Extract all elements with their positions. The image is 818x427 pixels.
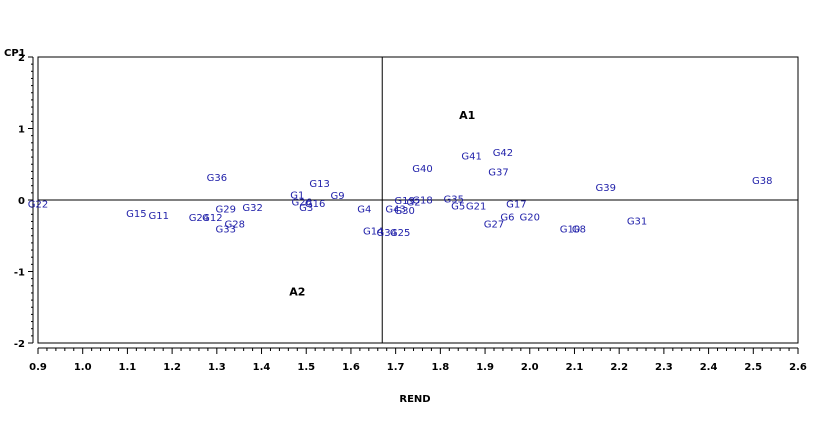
point-label-g37: G37: [488, 167, 508, 178]
point-label-g20: G20: [520, 212, 540, 223]
point-label-g18: G18: [412, 195, 432, 206]
y-tick-label: 1: [18, 125, 25, 136]
point-label-g43: G43: [385, 205, 405, 216]
point-label-g41: G41: [461, 152, 481, 163]
x-tick-label: 2.2: [610, 362, 628, 373]
x-tick-label: 2.6: [789, 362, 807, 373]
y-axis-title: CP1: [4, 48, 26, 59]
point-label-g33: G33: [216, 225, 236, 236]
point-label-g17: G17: [506, 200, 526, 211]
point-label-g31: G31: [627, 217, 647, 228]
x-tick-label: 1.3: [208, 362, 226, 373]
point-label-g16: G16: [305, 199, 325, 210]
x-axis: 0.9 1.0 1.1 1.2 1.3 1.4 1.5 1.6 1.7 1.8 1.9 2.0 2.1 2…: [29, 347, 807, 373]
x-tick-label: 2.5: [744, 362, 762, 373]
x-tick-label: 1.1: [119, 362, 137, 373]
point-label-g13: G13: [309, 179, 329, 190]
point-label-g1: G1: [290, 190, 304, 201]
point-label-g40: G40: [412, 164, 432, 175]
y-axis: 2 1 0 -1 -2: [14, 53, 34, 350]
point-label-g11: G11: [148, 211, 168, 222]
x-tick-label: 1.5: [297, 362, 315, 373]
x-tick-label: 1.7: [387, 362, 405, 373]
point-label-g34: G34: [376, 228, 396, 239]
point-label-g39: G39: [596, 183, 616, 194]
point-label-g4: G4: [357, 205, 371, 216]
point-label-g27: G27: [484, 220, 504, 231]
point-label-g10: G10: [560, 225, 580, 236]
point-label-g42: G42: [493, 148, 513, 159]
point-label-g14: G14: [363, 227, 383, 238]
environment-label-a1: A1: [459, 109, 475, 122]
point-label-g32: G32: [242, 203, 262, 214]
x-tick-label: 1.4: [253, 362, 271, 373]
point-label-g22: G22: [28, 200, 48, 211]
y-tick-label: 2: [18, 53, 25, 64]
x-tick-label: 0.9: [29, 362, 47, 373]
point-label-g30: G30: [394, 206, 414, 217]
environment-label-a2: A2: [289, 286, 305, 299]
y-tick-label: -1: [14, 268, 25, 279]
reference-lines: [38, 57, 798, 343]
point-label-g28: G28: [224, 220, 244, 231]
point-label-g19: G19: [394, 196, 414, 207]
x-tick-label: 2.0: [521, 362, 539, 373]
x-tick-label: 1.8: [431, 362, 449, 373]
point-label-g3: G3: [299, 203, 313, 214]
x-tick-label: 1.9: [476, 362, 494, 373]
point-label-g25: G25: [390, 228, 410, 239]
point-label-g15: G15: [126, 209, 146, 220]
point-label-g6: G6: [500, 212, 514, 223]
point-label-g5: G5: [451, 202, 465, 213]
environment-labels: A1 A2: [289, 109, 475, 299]
x-tick-label: 1.0: [74, 362, 92, 373]
point-label-g2: G2: [406, 197, 420, 208]
x-tick-label: 1.2: [163, 362, 181, 373]
point-label-g35: G35: [444, 195, 464, 206]
point-label-g24: G24: [189, 213, 209, 224]
point-label-g21: G21: [466, 202, 486, 213]
point-label-g38: G38: [752, 176, 772, 187]
point-label-g29: G29: [216, 205, 236, 216]
x-tick-label: 2.4: [700, 362, 718, 373]
y-tick-label: 0: [18, 196, 25, 207]
x-tick-label: 1.6: [342, 362, 360, 373]
point-label-g8: G8: [572, 225, 586, 236]
x-tick-label: 2.1: [566, 362, 584, 373]
point-label-g12: G12: [202, 213, 222, 224]
x-axis-title: REND: [399, 394, 430, 405]
point-label-g36: G36: [207, 173, 227, 184]
x-tick-label: 2.3: [655, 362, 673, 373]
y-tick-label: -2: [14, 339, 25, 350]
point-label-g9: G9: [330, 191, 344, 202]
point-label-g26: G26: [292, 197, 312, 208]
